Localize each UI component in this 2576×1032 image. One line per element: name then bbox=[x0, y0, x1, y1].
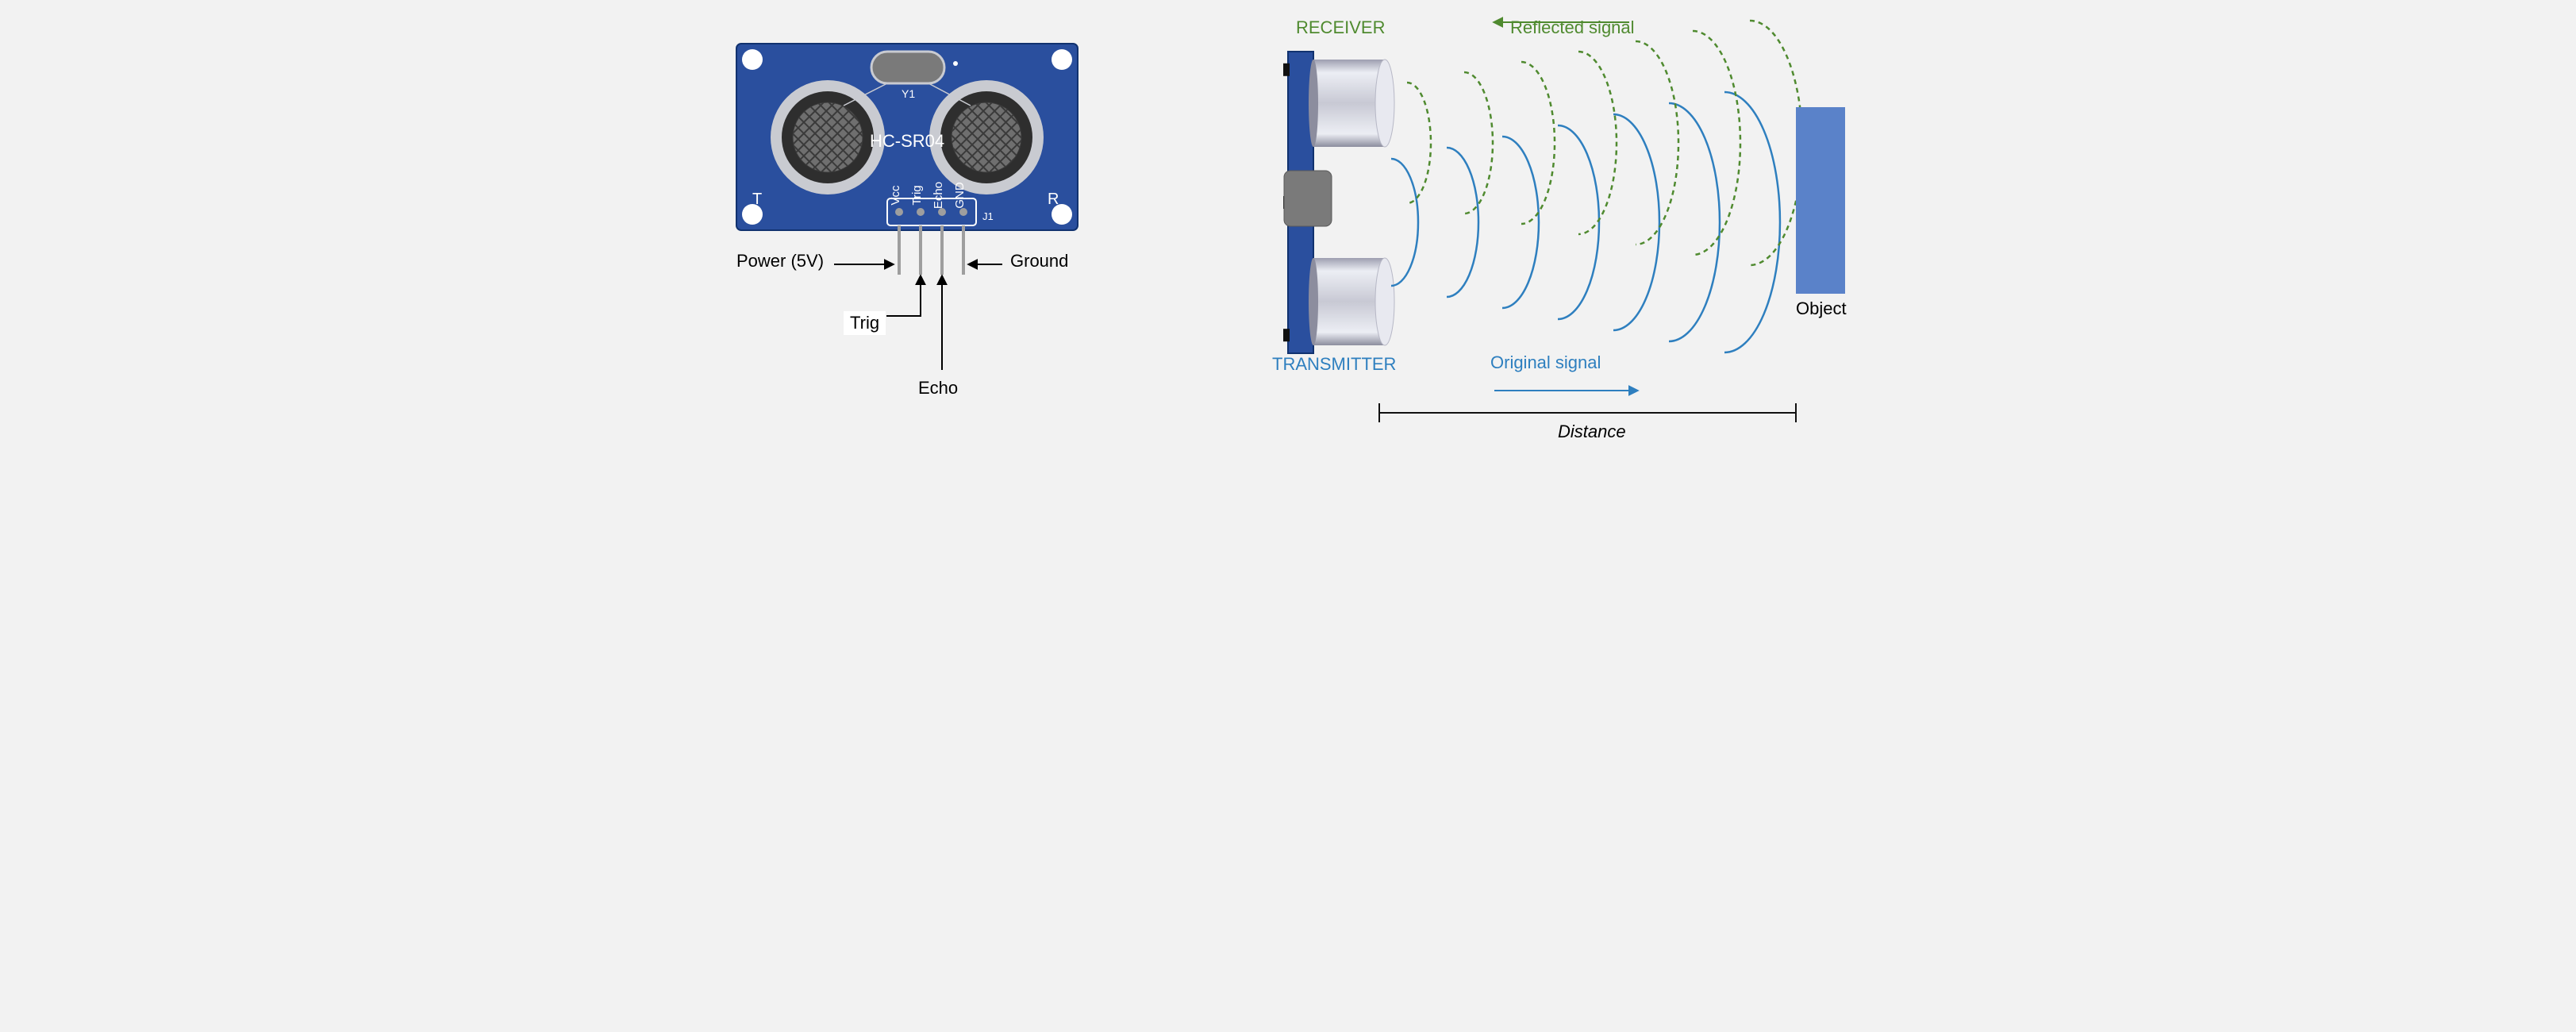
distance-bracket bbox=[1379, 403, 1796, 422]
side-transducer-back bbox=[1309, 60, 1318, 147]
label-receiver: RECEIVER bbox=[1296, 17, 1385, 38]
svg-canvas: T R Y1 HC-SR04 J1 Vcc Trig Echo GND bbox=[661, 0, 1915, 500]
board-text: T bbox=[752, 191, 762, 208]
mounting-hole bbox=[742, 49, 763, 70]
wave-original bbox=[1502, 137, 1539, 308]
board-text: R bbox=[1048, 191, 1059, 208]
mounting-hole bbox=[1052, 49, 1072, 70]
label-transmitter: TRANSMITTER bbox=[1272, 354, 1396, 375]
label-ground: Ground bbox=[1010, 251, 1068, 271]
object-block bbox=[1796, 107, 1845, 294]
label-power: Power (5V) bbox=[736, 251, 824, 271]
pin-lead bbox=[898, 225, 901, 275]
wave-original bbox=[1391, 159, 1418, 286]
wave-reflected bbox=[1578, 52, 1617, 234]
crystal-chip bbox=[871, 52, 944, 83]
pin-lead bbox=[962, 225, 965, 275]
transducer-mesh bbox=[793, 102, 863, 172]
label-trig: Trig bbox=[844, 311, 886, 335]
label-reflected: Reflected signal bbox=[1510, 17, 1635, 38]
label-original: Original signal bbox=[1490, 352, 1601, 373]
wave-original bbox=[1558, 125, 1599, 319]
diagram-root: T R Y1 HC-SR04 J1 Vcc Trig Echo GND Power (5V) G… bbox=[661, 0, 1915, 500]
arrow-trig bbox=[886, 276, 921, 316]
side-transducer-face bbox=[1375, 60, 1394, 147]
pin-label: Trig bbox=[910, 185, 924, 205]
side-transducer bbox=[1313, 60, 1385, 147]
pin-lead bbox=[940, 225, 944, 275]
wave-reflected bbox=[1407, 83, 1431, 203]
wave-reflected bbox=[1750, 21, 1802, 265]
pin-label: GND bbox=[953, 182, 967, 209]
side-transducer-face bbox=[1375, 258, 1394, 345]
board-text: J1 bbox=[982, 210, 994, 222]
side-connector bbox=[1283, 329, 1290, 341]
wave-original bbox=[1669, 103, 1720, 341]
label-distance: Distance bbox=[1558, 422, 1626, 442]
label-object: Object bbox=[1796, 298, 1847, 319]
wave-original bbox=[1724, 92, 1780, 352]
wave-reflected bbox=[1693, 31, 1740, 255]
pin-lead bbox=[919, 225, 922, 275]
transducer-mesh bbox=[952, 102, 1021, 172]
wave-original bbox=[1613, 114, 1659, 330]
wave-original bbox=[1447, 148, 1478, 297]
label-echo: Echo bbox=[918, 378, 958, 399]
side-chip bbox=[1284, 171, 1332, 226]
wave-reflected bbox=[1636, 41, 1678, 245]
wave-reflected bbox=[1464, 72, 1493, 214]
header-pin bbox=[917, 208, 925, 216]
board-text: Y1 bbox=[902, 87, 915, 100]
side-connector bbox=[1283, 64, 1290, 76]
header-pin bbox=[895, 208, 903, 216]
side-transducer bbox=[1313, 258, 1385, 345]
side-transducer-back bbox=[1309, 258, 1318, 345]
board-text: HC-SR04 bbox=[870, 131, 944, 151]
pin-label: Echo bbox=[932, 182, 945, 209]
pin-label: Vcc bbox=[889, 185, 902, 206]
dot-marker bbox=[953, 61, 958, 66]
